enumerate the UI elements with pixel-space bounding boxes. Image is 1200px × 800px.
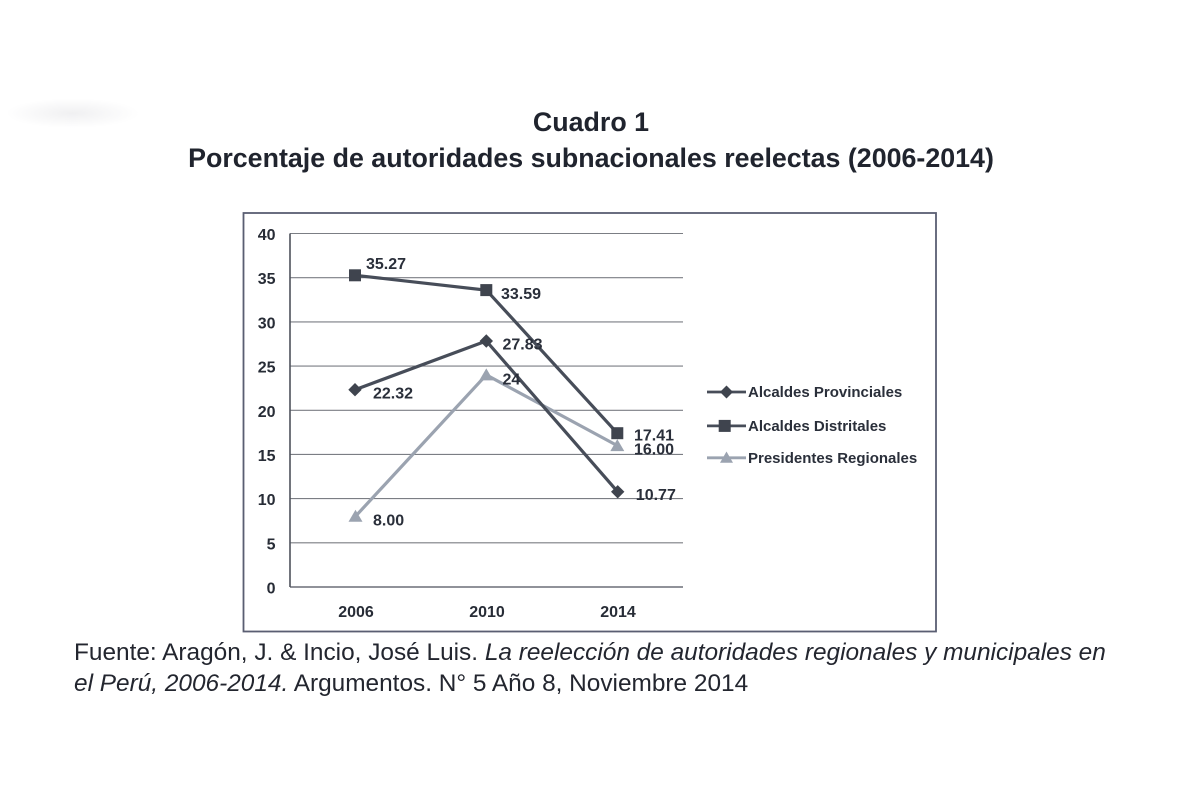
svg-text:10: 10	[258, 492, 276, 509]
svg-text:Alcaldes Provinciales: Alcaldes Provinciales	[748, 384, 902, 401]
svg-text:25: 25	[258, 360, 276, 377]
svg-text:30: 30	[258, 315, 276, 332]
svg-text:40: 40	[258, 227, 276, 244]
svg-text:0: 0	[267, 581, 276, 598]
svg-text:8.00: 8.00	[373, 513, 404, 530]
svg-text:16.00: 16.00	[634, 442, 674, 459]
svg-text:15: 15	[258, 448, 276, 465]
svg-text:22.32: 22.32	[373, 386, 413, 403]
svg-text:2014: 2014	[600, 604, 636, 621]
svg-text:2010: 2010	[469, 604, 505, 621]
svg-text:35.27: 35.27	[366, 256, 406, 273]
svg-text:2006: 2006	[338, 604, 374, 621]
svg-text:24: 24	[503, 372, 521, 389]
svg-text:Alcaldes Distritales: Alcaldes Distritales	[748, 418, 886, 435]
svg-text:27.83: 27.83	[503, 337, 543, 354]
svg-text:10.77: 10.77	[636, 487, 676, 504]
svg-text:35: 35	[258, 271, 276, 288]
svg-text:20: 20	[258, 404, 276, 421]
svg-text:17.41: 17.41	[634, 428, 674, 445]
svg-text:5: 5	[267, 536, 276, 553]
svg-text:33.59: 33.59	[501, 286, 541, 303]
svg-text:Presidentes Regionales: Presidentes Regionales	[748, 450, 917, 467]
